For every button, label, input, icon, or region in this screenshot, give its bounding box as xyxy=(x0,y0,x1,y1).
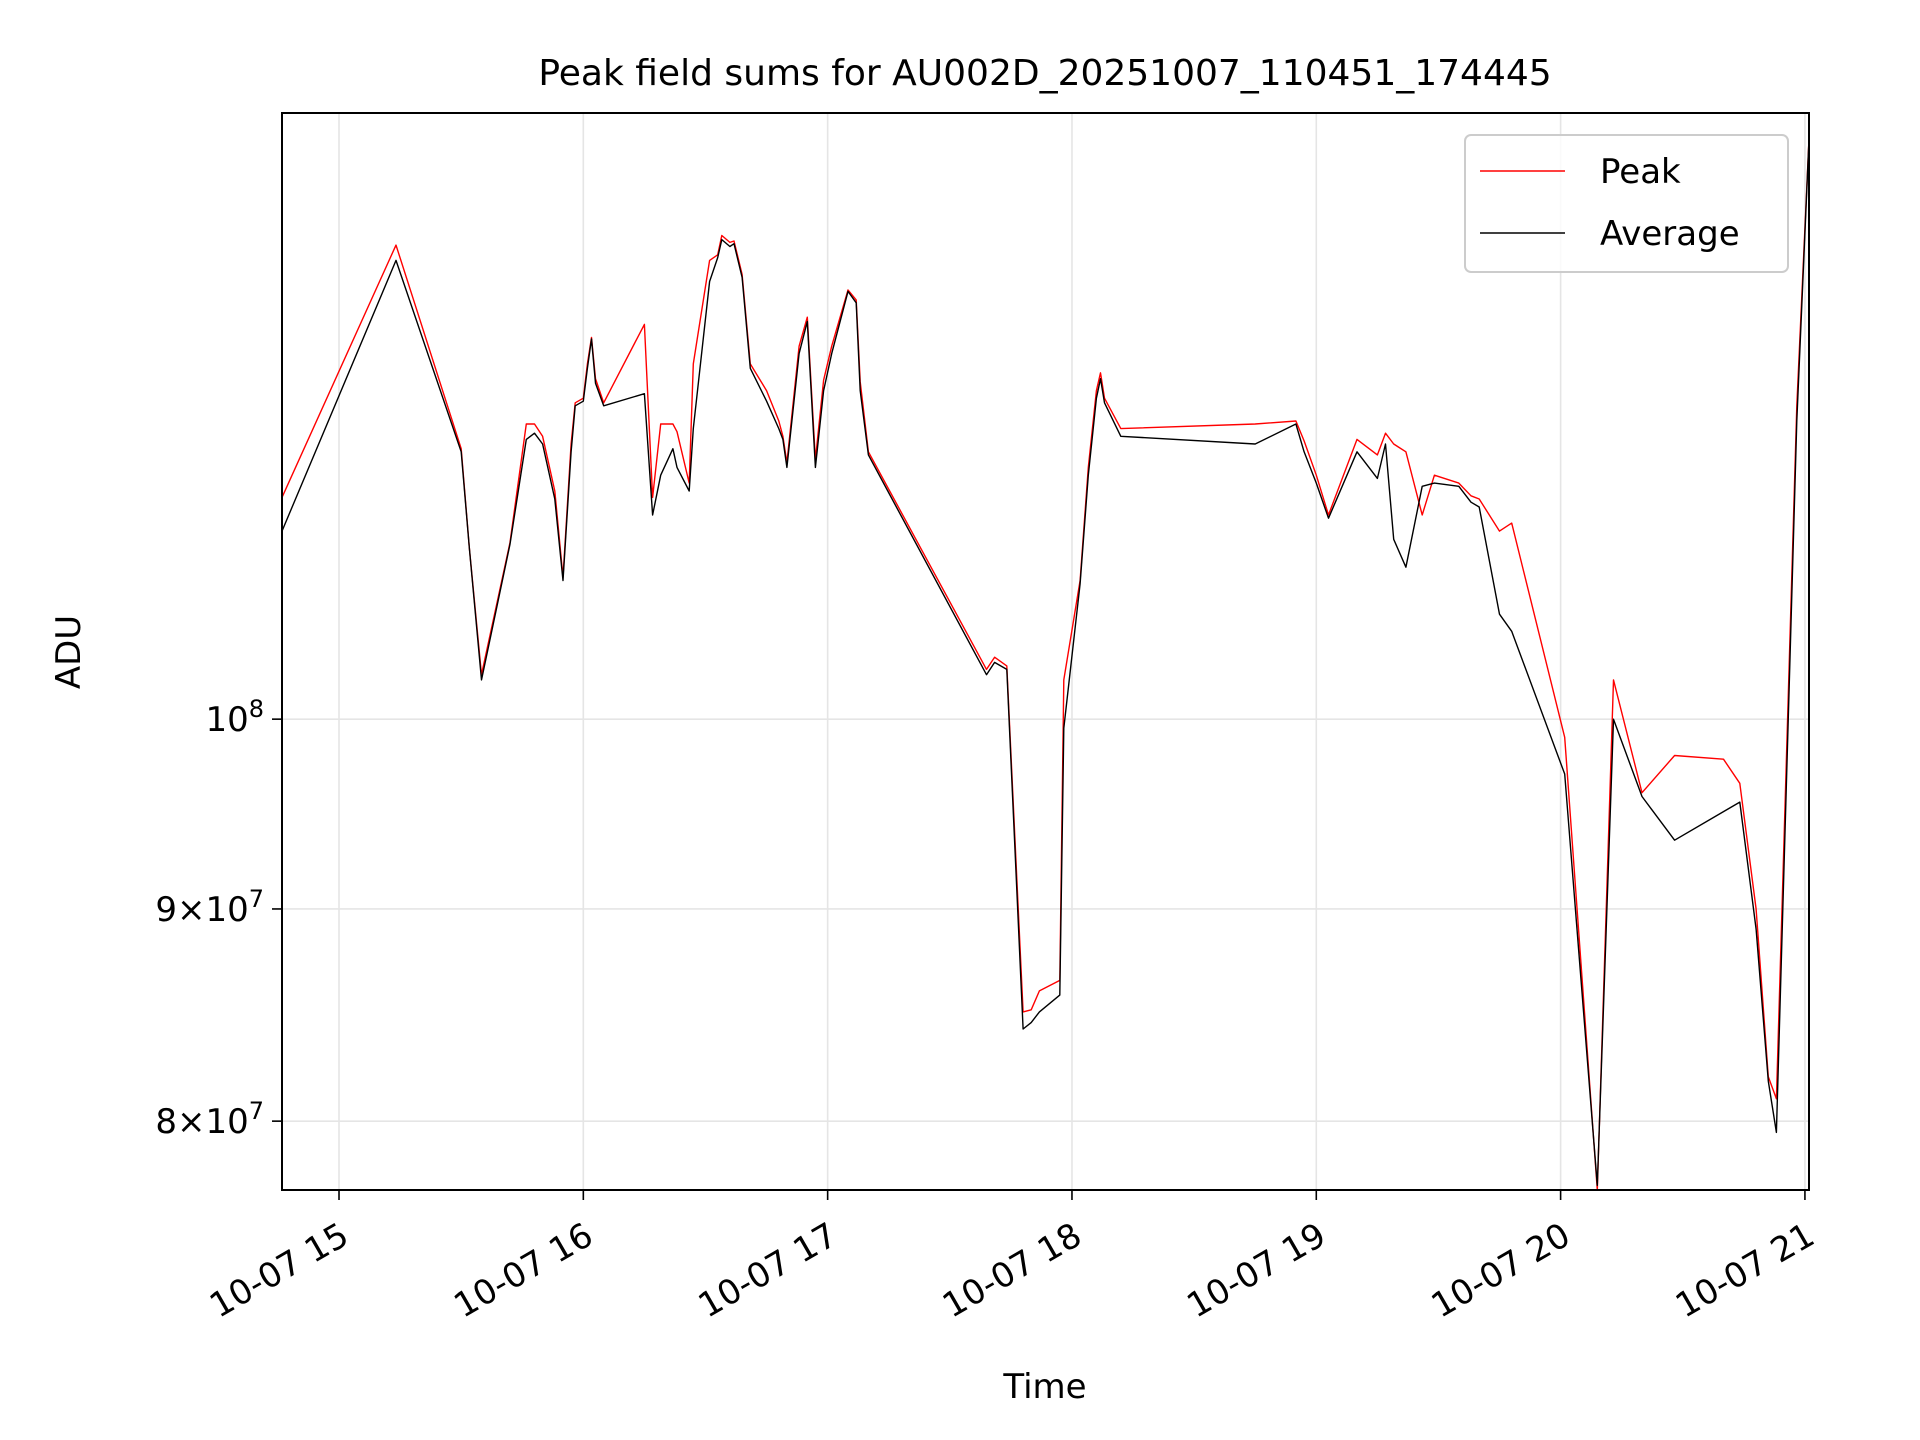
y-tick-exponent: 8 xyxy=(249,695,264,723)
y-tick-exponent: 7 xyxy=(249,885,264,913)
y-tick-label: 9×107 xyxy=(155,885,264,930)
x-tick-label: 10-07 20 xyxy=(1425,1215,1577,1326)
y-tick-label: 108 xyxy=(205,695,264,740)
chart-title: Peak field sums for AU002D_20251007_1104… xyxy=(538,53,1551,94)
legend-average-label: Average xyxy=(1600,214,1740,254)
x-tick-label: 10-07 17 xyxy=(692,1215,844,1326)
series-line-average xyxy=(281,138,1810,1187)
legend: Peak Average xyxy=(1464,134,1789,273)
y-tick-mantissa: 9× xyxy=(155,890,205,930)
y-tick-label: 8×107 xyxy=(155,1097,264,1142)
x-tick-label: 10-07 15 xyxy=(203,1215,355,1326)
y-tick-base: 10 xyxy=(205,700,248,740)
plot-frame xyxy=(281,112,1810,1191)
y-tick-base: 10 xyxy=(205,1102,248,1142)
x-tick-label: 10-07 19 xyxy=(1180,1215,1332,1326)
series-layer xyxy=(281,138,1810,1191)
x-tick-label: 10-07 16 xyxy=(447,1215,599,1326)
x-axis: 10-07 15 10-07 16 10-07 17 10-07 18 10-07 19… xyxy=(203,1190,1821,1326)
y-tick-base: 10 xyxy=(205,890,248,930)
legend-box xyxy=(1464,134,1789,273)
y-tick-exponent: 7 xyxy=(249,1097,264,1125)
x-tick-label: 10-07 21 xyxy=(1669,1215,1821,1326)
y-axis-label: ADU xyxy=(49,615,89,689)
y-tick-mantissa: 8× xyxy=(155,1102,205,1142)
x-tick-label: 10-07 18 xyxy=(936,1215,1088,1326)
gridlines xyxy=(282,113,1809,1190)
series-line-peak xyxy=(281,138,1810,1191)
legend-peak-label: Peak xyxy=(1600,152,1681,192)
x-axis-label: Time xyxy=(1002,1367,1086,1407)
